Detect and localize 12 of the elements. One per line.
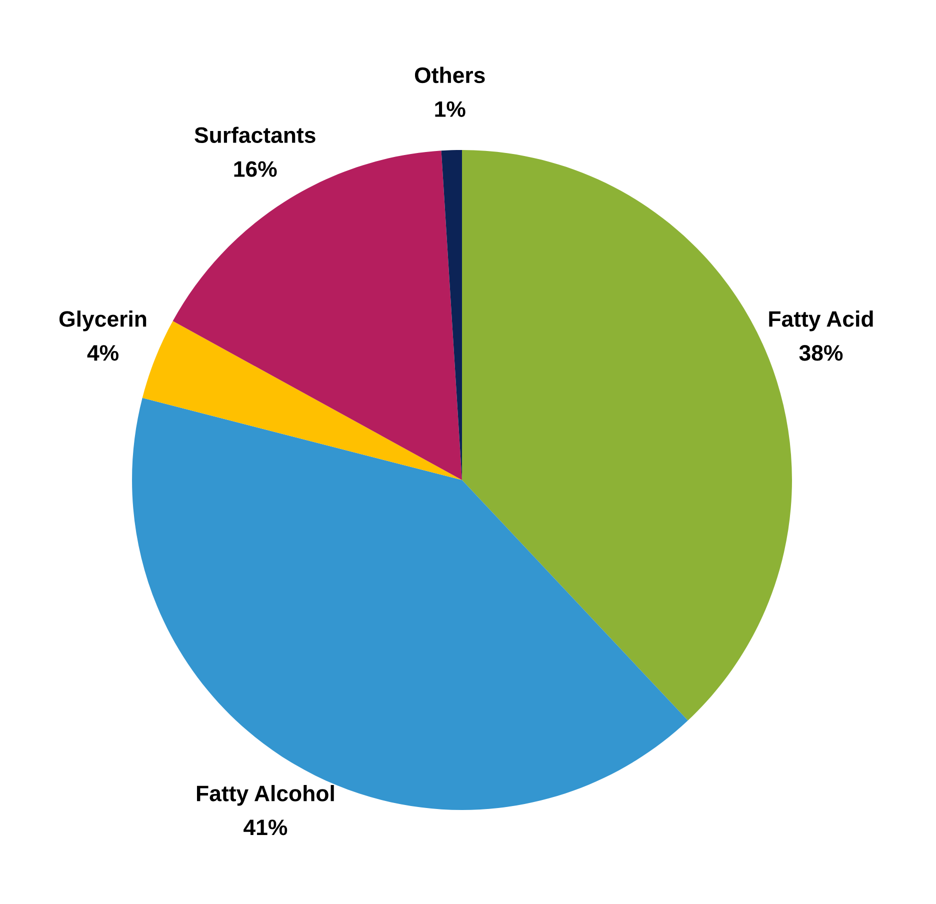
slice-label: Others bbox=[414, 66, 485, 84]
data-label: 16% bbox=[234, 161, 277, 177]
slice-label: Fatty Acid bbox=[769, 310, 873, 332]
pie-slice bbox=[172, 150, 462, 480]
data-label: 41% bbox=[244, 820, 288, 836]
data-label: 1% bbox=[435, 101, 466, 117]
pie-slice bbox=[132, 398, 688, 810]
data-label: 38% bbox=[799, 345, 843, 361]
slice-label: Surfactants bbox=[194, 126, 316, 144]
data-label: 4% bbox=[87, 345, 118, 361]
slice-label: Fatty Alcohol bbox=[196, 785, 334, 806]
slice-label: Glycerin bbox=[59, 310, 146, 332]
